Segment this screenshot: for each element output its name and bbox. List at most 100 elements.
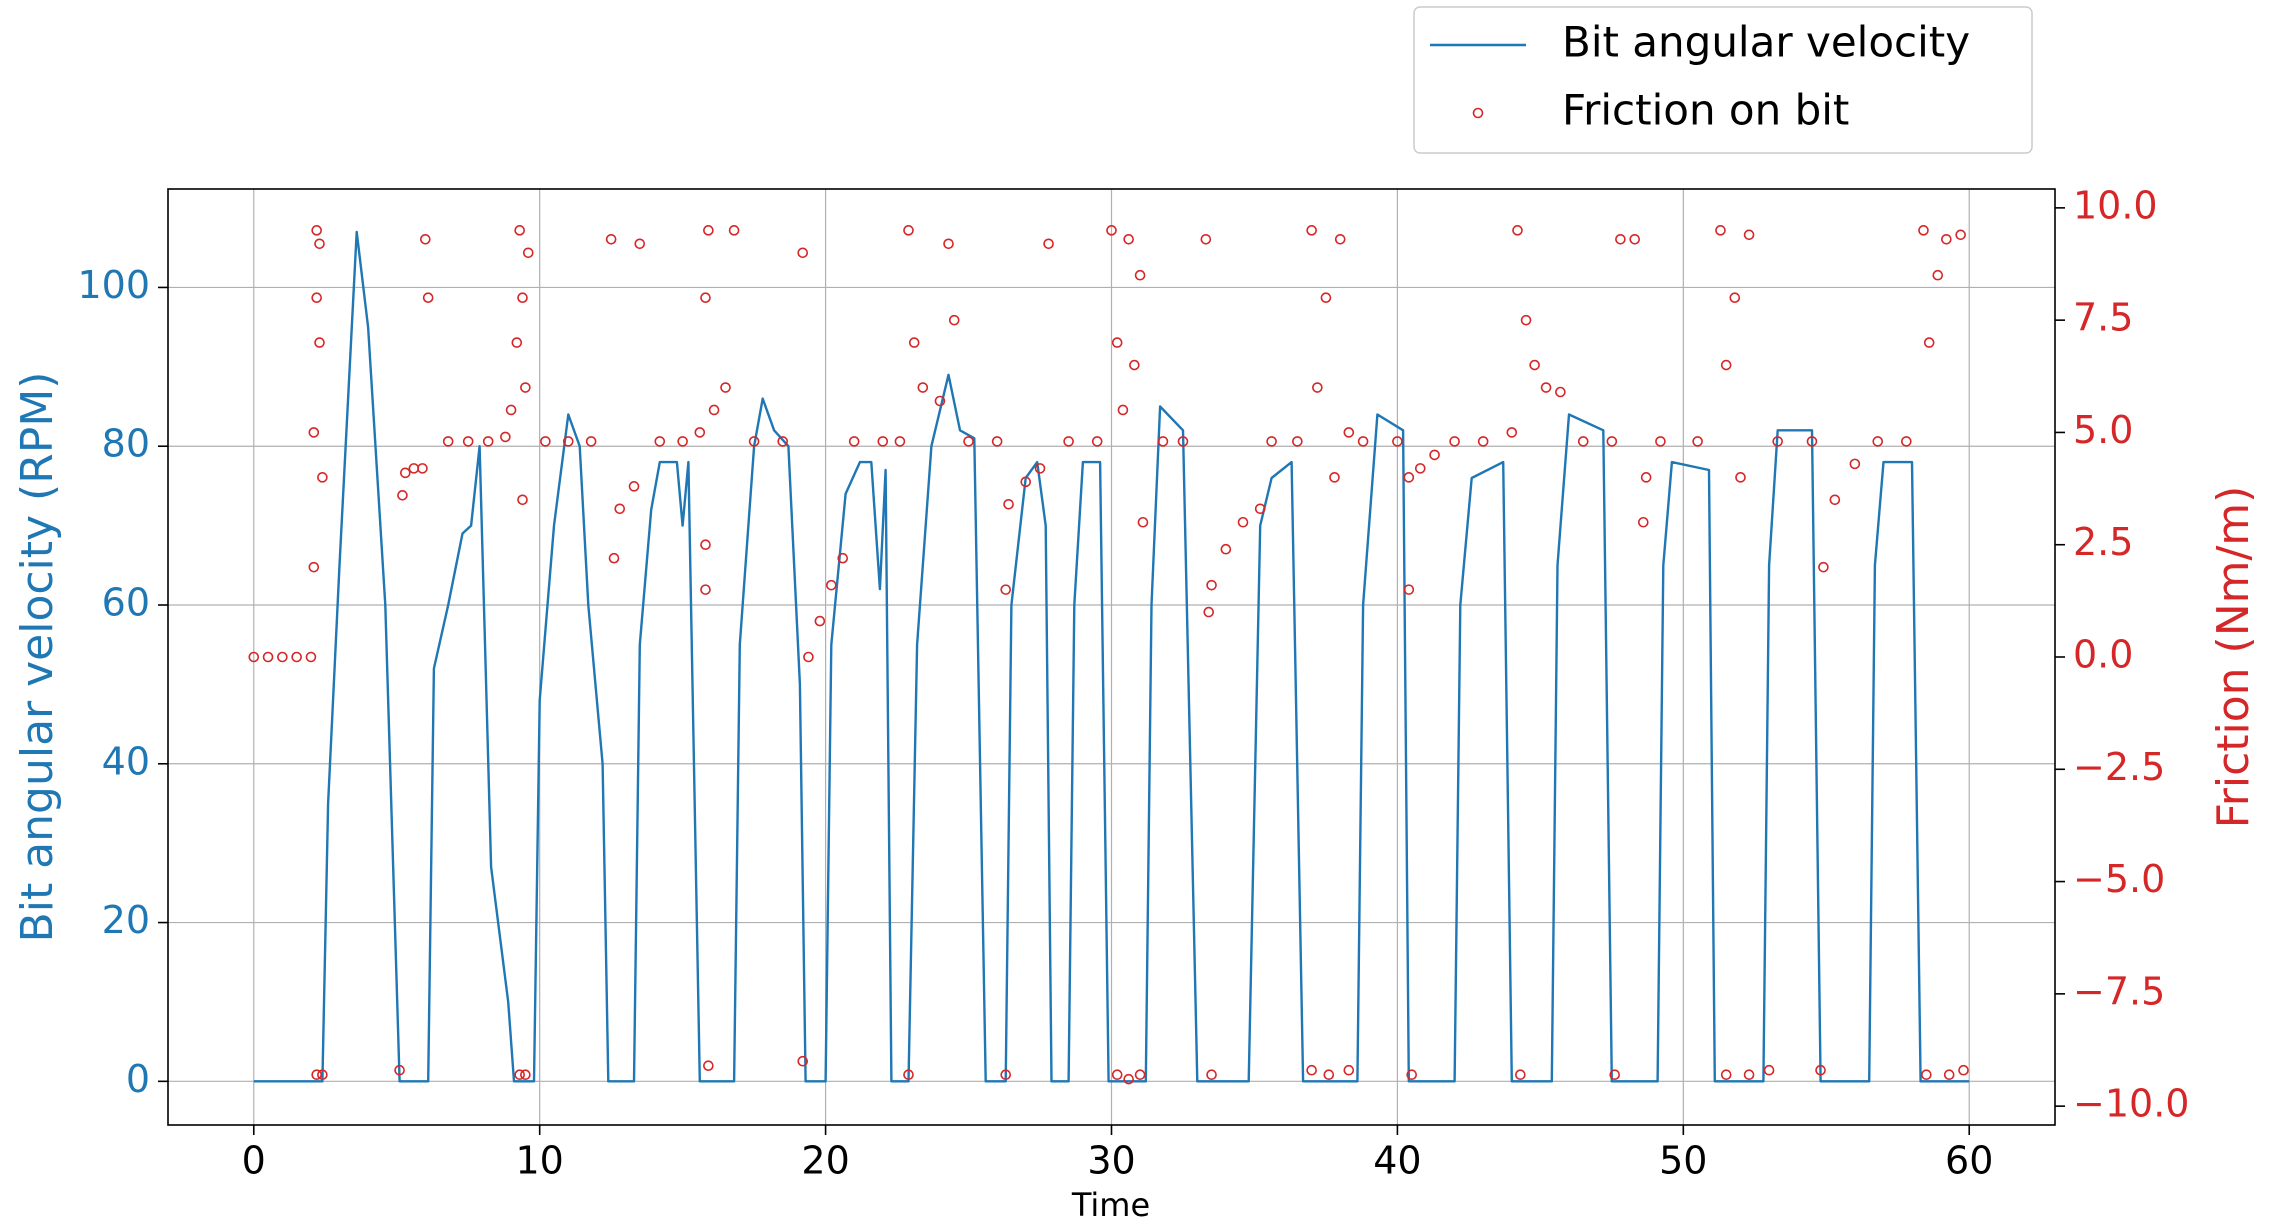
friction-point xyxy=(1520,314,1532,326)
friction-point xyxy=(317,472,328,483)
x-tick-label: 60 xyxy=(1945,1139,1993,1183)
friction-point xyxy=(1000,584,1012,595)
friction-point xyxy=(417,463,428,474)
friction-point xyxy=(1923,337,1935,348)
friction-point xyxy=(1266,436,1277,447)
friction-point xyxy=(1640,472,1652,483)
friction-point xyxy=(1763,1064,1775,1076)
friction-point xyxy=(1117,404,1129,416)
friction-point xyxy=(1123,234,1134,245)
friction-point xyxy=(1320,292,1332,303)
friction-point xyxy=(408,463,420,474)
friction-point xyxy=(1735,472,1746,483)
friction-point xyxy=(908,337,920,348)
y-tick-label: 40 xyxy=(102,739,150,783)
friction-point xyxy=(917,382,929,393)
friction-point xyxy=(797,1055,809,1067)
x-tick-label: 20 xyxy=(801,1139,849,1183)
friction-point xyxy=(1129,359,1140,371)
friction-point xyxy=(837,552,849,564)
friction-point xyxy=(703,225,714,236)
friction-point xyxy=(708,404,720,416)
friction-point xyxy=(903,225,914,236)
friction-point xyxy=(777,436,789,447)
friction-point xyxy=(540,436,551,447)
friction-point xyxy=(1323,1069,1335,1080)
y-tick-label: 60 xyxy=(102,581,150,625)
friction-point xyxy=(1000,1069,1012,1080)
y-tick-label: 80 xyxy=(102,422,150,466)
friction-point xyxy=(605,234,617,245)
friction-point xyxy=(1206,579,1217,591)
friction-point xyxy=(1063,436,1074,447)
friction-point xyxy=(514,225,525,236)
friction-point xyxy=(291,651,302,663)
friction-point xyxy=(1849,458,1861,470)
friction-point xyxy=(1512,225,1523,236)
friction-point xyxy=(1720,1069,1732,1080)
friction-point xyxy=(628,481,640,492)
friction-point xyxy=(1715,225,1726,236)
friction-point xyxy=(1901,436,1912,447)
friction-point xyxy=(1403,584,1415,595)
friction-point xyxy=(1429,449,1440,461)
friction-point xyxy=(308,561,320,573)
friction-point xyxy=(1414,463,1426,474)
friction-point xyxy=(462,436,474,447)
friction-point xyxy=(1577,436,1589,447)
friction-point xyxy=(1020,476,1032,488)
x-tick-label: 40 xyxy=(1373,1139,1421,1183)
x-tick-label: 50 xyxy=(1659,1139,1707,1183)
legend-marker xyxy=(1472,107,1484,119)
y2-tick-label: 0.0 xyxy=(2073,633,2133,677)
friction-point xyxy=(1343,427,1355,438)
friction-point xyxy=(1815,1064,1826,1076)
friction-point xyxy=(1206,1069,1217,1080)
friction-point xyxy=(877,436,889,447)
y2-tick-label: 2.5 xyxy=(2073,520,2133,564)
friction-point xyxy=(728,225,740,236)
x-tick-label: 10 xyxy=(516,1139,564,1183)
plot-frame xyxy=(167,188,2056,1126)
friction-point xyxy=(311,225,322,236)
legend-label: Friction on bit xyxy=(1562,86,1849,135)
friction-point xyxy=(1034,463,1046,474)
friction-point xyxy=(1091,436,1103,447)
x-tick-label: 30 xyxy=(1087,1139,1135,1183)
friction-point xyxy=(277,651,288,663)
friction-point xyxy=(442,436,454,447)
friction-point xyxy=(703,1060,714,1072)
friction-point xyxy=(511,337,523,348)
friction-point xyxy=(305,651,317,663)
friction-point xyxy=(1403,472,1415,483)
friction-point xyxy=(1637,516,1649,528)
y-tick-label: 20 xyxy=(102,898,150,942)
friction-point xyxy=(1306,225,1317,236)
friction-point xyxy=(520,382,531,393)
friction-point xyxy=(1932,269,1944,281)
friction-point xyxy=(1958,1064,1969,1076)
friction-point xyxy=(482,436,494,447)
friction-point xyxy=(634,238,646,250)
friction-point xyxy=(934,395,946,407)
friction-point xyxy=(1306,1064,1317,1076)
friction-point xyxy=(943,238,954,250)
friction-point xyxy=(422,292,434,303)
friction-point xyxy=(1629,234,1641,245)
friction-point xyxy=(1477,436,1489,447)
friction-point xyxy=(1609,1069,1620,1080)
friction-point xyxy=(517,292,528,303)
legend: Bit angular velocity Friction on bit xyxy=(1413,6,2033,154)
friction-point xyxy=(748,436,760,447)
friction-point xyxy=(1743,229,1755,241)
friction-point xyxy=(562,436,574,447)
x-tick-label: 0 xyxy=(242,1139,266,1183)
friction-point xyxy=(677,436,688,447)
friction-point xyxy=(1720,359,1732,371)
friction-point xyxy=(311,1069,322,1080)
y2-tick-label: 10.0 xyxy=(2073,183,2158,227)
friction-point xyxy=(720,382,731,393)
friction-point xyxy=(1334,234,1346,245)
friction-point xyxy=(1134,269,1146,281)
